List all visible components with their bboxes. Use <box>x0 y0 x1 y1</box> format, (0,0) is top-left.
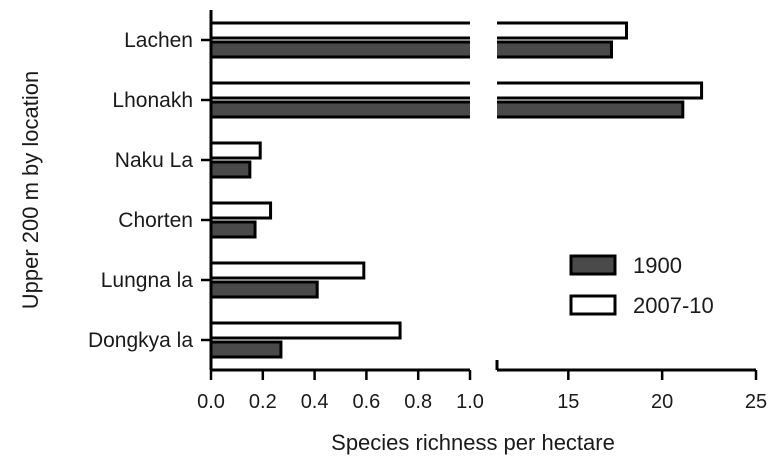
bar-lungna-la-2007-10 <box>209 261 366 280</box>
labels-layer: Lachen Lhonakh Naku La Chorten Lungna la Dong… <box>18 29 767 455</box>
legend-label-2007-10: 2007-10 <box>633 293 714 318</box>
legend-swatch-1900 <box>569 254 617 276</box>
bar-naku-la-1900 <box>209 160 252 179</box>
y-axis-title: Upper 200 m by location <box>18 71 43 309</box>
bar-dongkya-la-2007-10 <box>209 321 402 340</box>
x-tick-label-0-4: 0.4 <box>301 391 329 413</box>
bar-chorten-1900 <box>209 220 257 239</box>
bar-lachen-1900 <box>211 42 470 57</box>
x-tick-label-0-2: 0.2 <box>249 391 277 413</box>
bar-lungna-la-1900 <box>209 280 319 299</box>
x-tick-label-20: 20 <box>651 391 673 413</box>
category-label-lhonakh: Lhonakh <box>112 89 193 112</box>
bar-naku-la-2007-10 <box>209 141 262 160</box>
bar-lhonakh-2007-10-outline-b <box>497 81 704 100</box>
category-label-chorten: Chorten <box>118 209 193 232</box>
bar-lhonakh-1900 <box>211 102 470 117</box>
bar-lachen-2007-10-outline-b <box>497 21 628 40</box>
bar-chorten-2007-10 <box>209 201 273 220</box>
x-tick-label-0-6: 0.6 <box>352 391 380 413</box>
axes-layer <box>201 10 758 380</box>
category-label-lungna-la: Lungna la <box>101 269 194 292</box>
bar-lhonakh-2007-10 <box>211 83 470 98</box>
bar-lachen-1900-cont <box>497 42 612 57</box>
x-axis-title: Species richness per hectare <box>331 430 615 455</box>
x-tick-label-1-0: 1.0 <box>456 391 484 413</box>
bar-lhonakh-1900-cont <box>497 102 683 117</box>
category-label-lachen: Lachen <box>124 29 193 52</box>
legend: 1900 2007-10 <box>569 253 714 318</box>
category-label-naku-la: Naku La <box>115 149 194 172</box>
category-label-dongkya-la: Dongkya la <box>88 329 193 352</box>
bar-lhonakh-2007-10-cont <box>497 83 702 98</box>
bar-lachen-2007-10 <box>211 23 470 38</box>
x-tick-label-0-8: 0.8 <box>404 391 432 413</box>
bar-lachen-2007-10-cont <box>497 23 627 38</box>
bar-dongkya-la-1900 <box>209 340 283 359</box>
x-tick-label-0-0: 0.0 <box>197 391 225 413</box>
x-tick-label-25: 25 <box>745 391 767 413</box>
bar-lachen-1900-outline-b <box>497 40 613 59</box>
legend-swatch-2007-10 <box>569 294 617 316</box>
x-tick-label-15: 15 <box>557 391 579 413</box>
legend-label-1900: 1900 <box>633 253 682 278</box>
bars-layer <box>209 21 704 359</box>
bar-lhonakh-1900-outline-b <box>497 100 685 119</box>
